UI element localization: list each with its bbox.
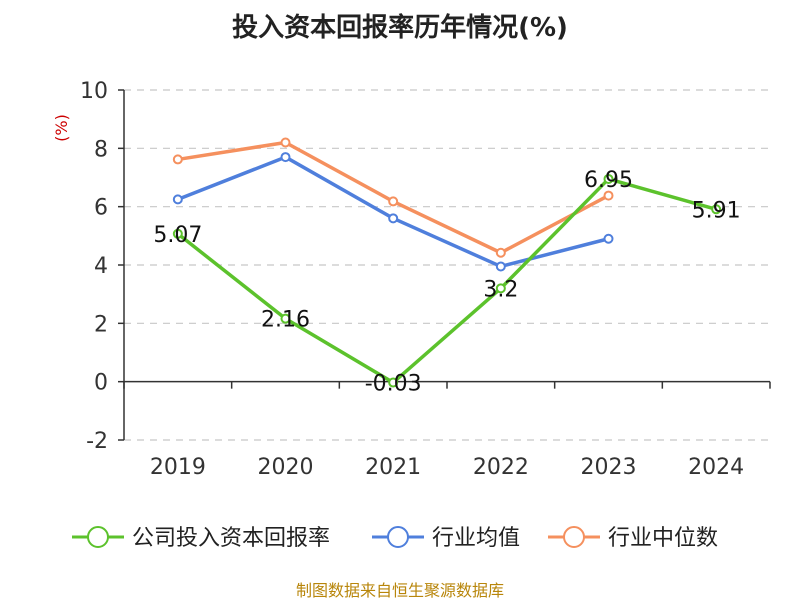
legend-marker (387, 526, 409, 548)
y-tick-label: 2 (94, 312, 108, 337)
x-tick-label: 2023 (581, 455, 637, 480)
series-layer (172, 137, 722, 388)
data-point (495, 247, 506, 258)
data-point (172, 194, 183, 205)
data-point (280, 152, 291, 163)
legend-label: 公司投入资本回报率 (132, 526, 330, 551)
data-point (280, 313, 291, 324)
data-point (603, 190, 614, 201)
data-label: 5.91 (692, 198, 741, 223)
data-point (603, 173, 614, 184)
series-line (176, 177, 717, 385)
y-tick-label: 10 (80, 79, 108, 104)
data-label: -0.03 (365, 372, 422, 397)
data-point (172, 228, 183, 239)
data-point (280, 137, 291, 148)
y-tick-label: 8 (94, 137, 108, 162)
x-tick-label: 2020 (258, 455, 314, 480)
data-point (388, 196, 399, 207)
data-label: 2.16 (261, 308, 310, 333)
legend-label: 行业均值 (432, 526, 520, 551)
data-point (603, 233, 614, 244)
data-label: 5.07 (153, 223, 202, 248)
chart-title: 投入资本回报率历年情况(%) (232, 12, 568, 43)
x-tick-label: 2022 (473, 455, 529, 480)
y-tick-label: 0 (94, 371, 108, 396)
source-note: 制图数据来自恒生聚源数据库 (296, 581, 504, 600)
y-tick-label: 6 (94, 196, 108, 221)
legend-label: 行业中位数 (608, 526, 718, 551)
legend-marker (87, 526, 109, 548)
x-tick-label: 2021 (365, 455, 421, 480)
axis-layer: -2 0 2 4 6 8 10 2019 2020 2021 2022 2023 2024 (80, 79, 771, 480)
data-point (495, 283, 506, 294)
grid-layer (124, 89, 770, 441)
data-label-layer: 5.07 2.16 -0.03 3.2 6.95 5.91 (153, 168, 740, 397)
data-label: 3.2 (483, 277, 518, 302)
series-line (177, 155, 609, 269)
legend-marker (563, 526, 585, 548)
data-point (711, 204, 722, 215)
data-point (388, 377, 399, 388)
x-tick-label: 2019 (150, 455, 206, 480)
data-point (495, 261, 506, 272)
y-unit-label: (%) (52, 114, 71, 142)
y-tick-label: 4 (94, 254, 108, 279)
y-tick-label: -2 (86, 429, 108, 454)
legend: 公司投入资本回报率 行业均值 行业中位数 (72, 526, 718, 551)
x-tick-label: 2024 (688, 455, 744, 480)
data-point (172, 154, 183, 165)
data-label: 6.95 (584, 168, 633, 193)
data-point (388, 213, 399, 224)
